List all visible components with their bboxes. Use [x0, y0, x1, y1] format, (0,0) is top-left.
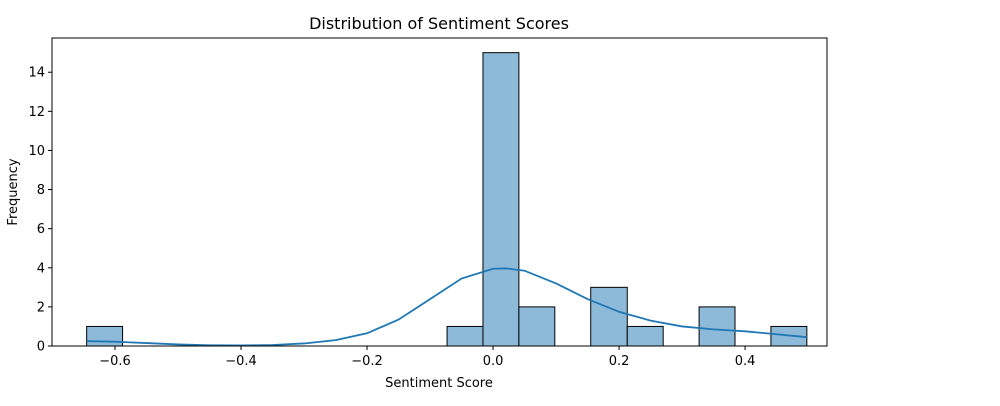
y-tick-label-0: 0	[37, 340, 45, 355]
y-tick-label-4: 8	[37, 183, 45, 198]
y-axis-label: Frequency	[6, 158, 21, 225]
histogram-bar-2	[482, 52, 520, 347]
y-tick-label-7: 14	[28, 66, 45, 81]
y-tick-label-5: 10	[28, 144, 45, 159]
x-tick-label-1: −0.4	[225, 354, 257, 369]
plot-frame	[51, 37, 828, 347]
y-tick-label-6: 12	[28, 105, 45, 120]
histogram-bar-1	[446, 325, 484, 347]
histogram-bar-6	[698, 306, 736, 347]
y-tick-label-3: 6	[37, 222, 45, 237]
x-axis-label: Sentiment Score	[385, 376, 493, 391]
histogram-bar-0	[86, 325, 124, 347]
kde-curve	[86, 267, 807, 347]
histogram-bar-5	[626, 325, 664, 347]
y-tick-label-1: 2	[37, 300, 45, 315]
x-tick-label-4: 0.2	[609, 354, 630, 369]
histogram-bar-3	[518, 306, 556, 347]
histogram-bar-4	[590, 286, 628, 347]
x-tick-label-2: −0.2	[351, 354, 383, 369]
x-tick-label-3: 0.0	[483, 354, 504, 369]
chart-title: Distribution of Sentiment Scores	[309, 14, 569, 33]
x-axis-ticks: −0.6 −0.4 −0.2 0.0 0.2 0.4	[99, 346, 755, 369]
y-axis-ticks: 0 2 4 6 8 10 12 14	[28, 66, 52, 355]
y-tick-label-2: 4	[37, 261, 45, 276]
x-tick-label-5: 0.4	[735, 354, 756, 369]
x-tick-label-0: −0.6	[99, 354, 131, 369]
histogram-bars	[86, 52, 808, 347]
